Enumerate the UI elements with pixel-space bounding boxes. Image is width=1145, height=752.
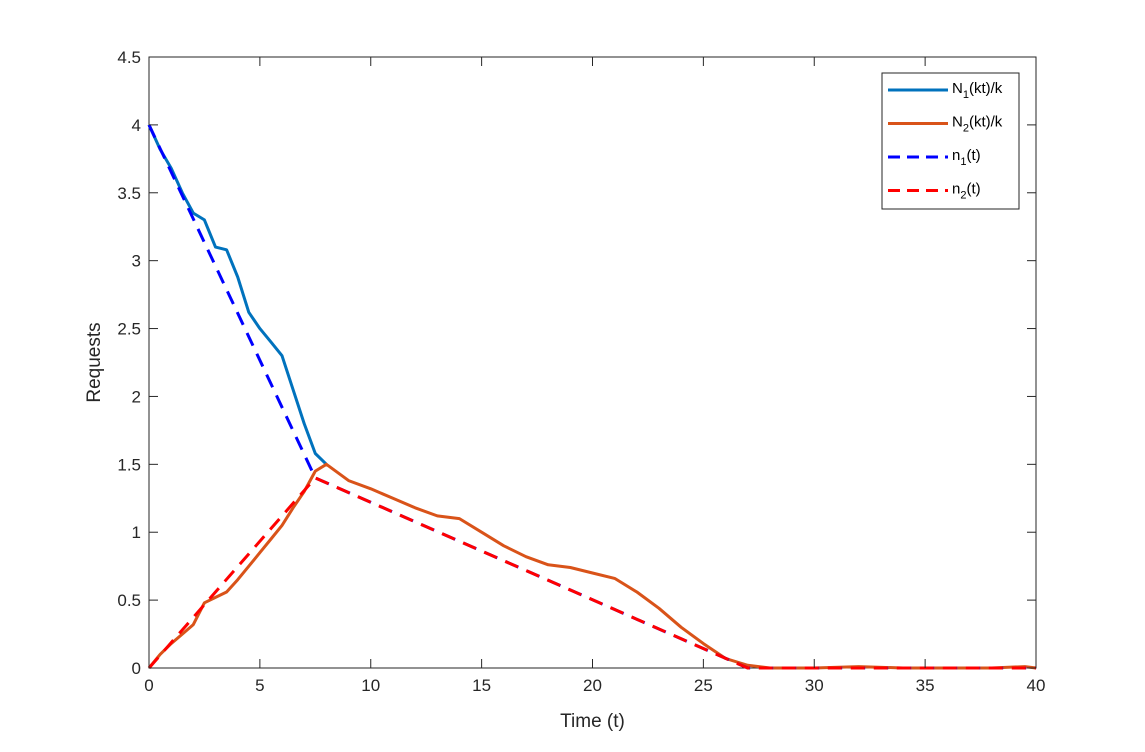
x-tick-label: 10 — [361, 676, 380, 695]
legend: N1(kt)/k N2(kt)/k n1(t) n2(t) — [881, 72, 1020, 210]
tick-layer: 0 5 10 15 20 25 30 35 40 0 0.5 1 1.5 2 2.5 3 3.5 4 4.5 — [117, 48, 1045, 695]
y-tick-label: 3 — [132, 252, 141, 271]
x-axis-title: Time (t) — [560, 711, 625, 732]
y-tick-label: 4.5 — [117, 48, 141, 67]
y-tick-label: 1.5 — [117, 455, 141, 474]
x-tick-label: 15 — [472, 676, 491, 695]
legend-entry-3: n1(t) — [952, 147, 981, 168]
y-tick-label: 2 — [132, 387, 141, 406]
legend-box — [881, 72, 1020, 210]
x-tick-label: 35 — [916, 676, 935, 695]
series-line-1 — [147, 124, 328, 466]
x-tick-label: 25 — [694, 676, 713, 695]
legend-entry-1: N1(kt)/k — [952, 80, 1003, 101]
y-tick-label: 0.5 — [117, 591, 141, 610]
x-tick-label: 20 — [583, 676, 602, 695]
series-layer — [147, 124, 1037, 670]
y-tick-label: 3.5 — [117, 184, 141, 203]
x-tick-label: 0 — [144, 676, 153, 695]
series-line-4 — [147, 476, 1036, 670]
x-tick-label: 5 — [255, 676, 264, 695]
y-tick-label: 0 — [132, 659, 141, 678]
x-tick-label: 40 — [1027, 676, 1046, 695]
y-tick-label: 1 — [132, 523, 141, 542]
y-axis-title: Requests — [84, 322, 105, 402]
legend-entry-4: n2(t) — [952, 181, 981, 202]
x-tick-label: 30 — [805, 676, 824, 695]
y-tick-label: 2.5 — [117, 320, 141, 339]
legend-entry-2: N2(kt)/k — [952, 114, 1003, 135]
y-tick-label: 4 — [132, 116, 141, 135]
